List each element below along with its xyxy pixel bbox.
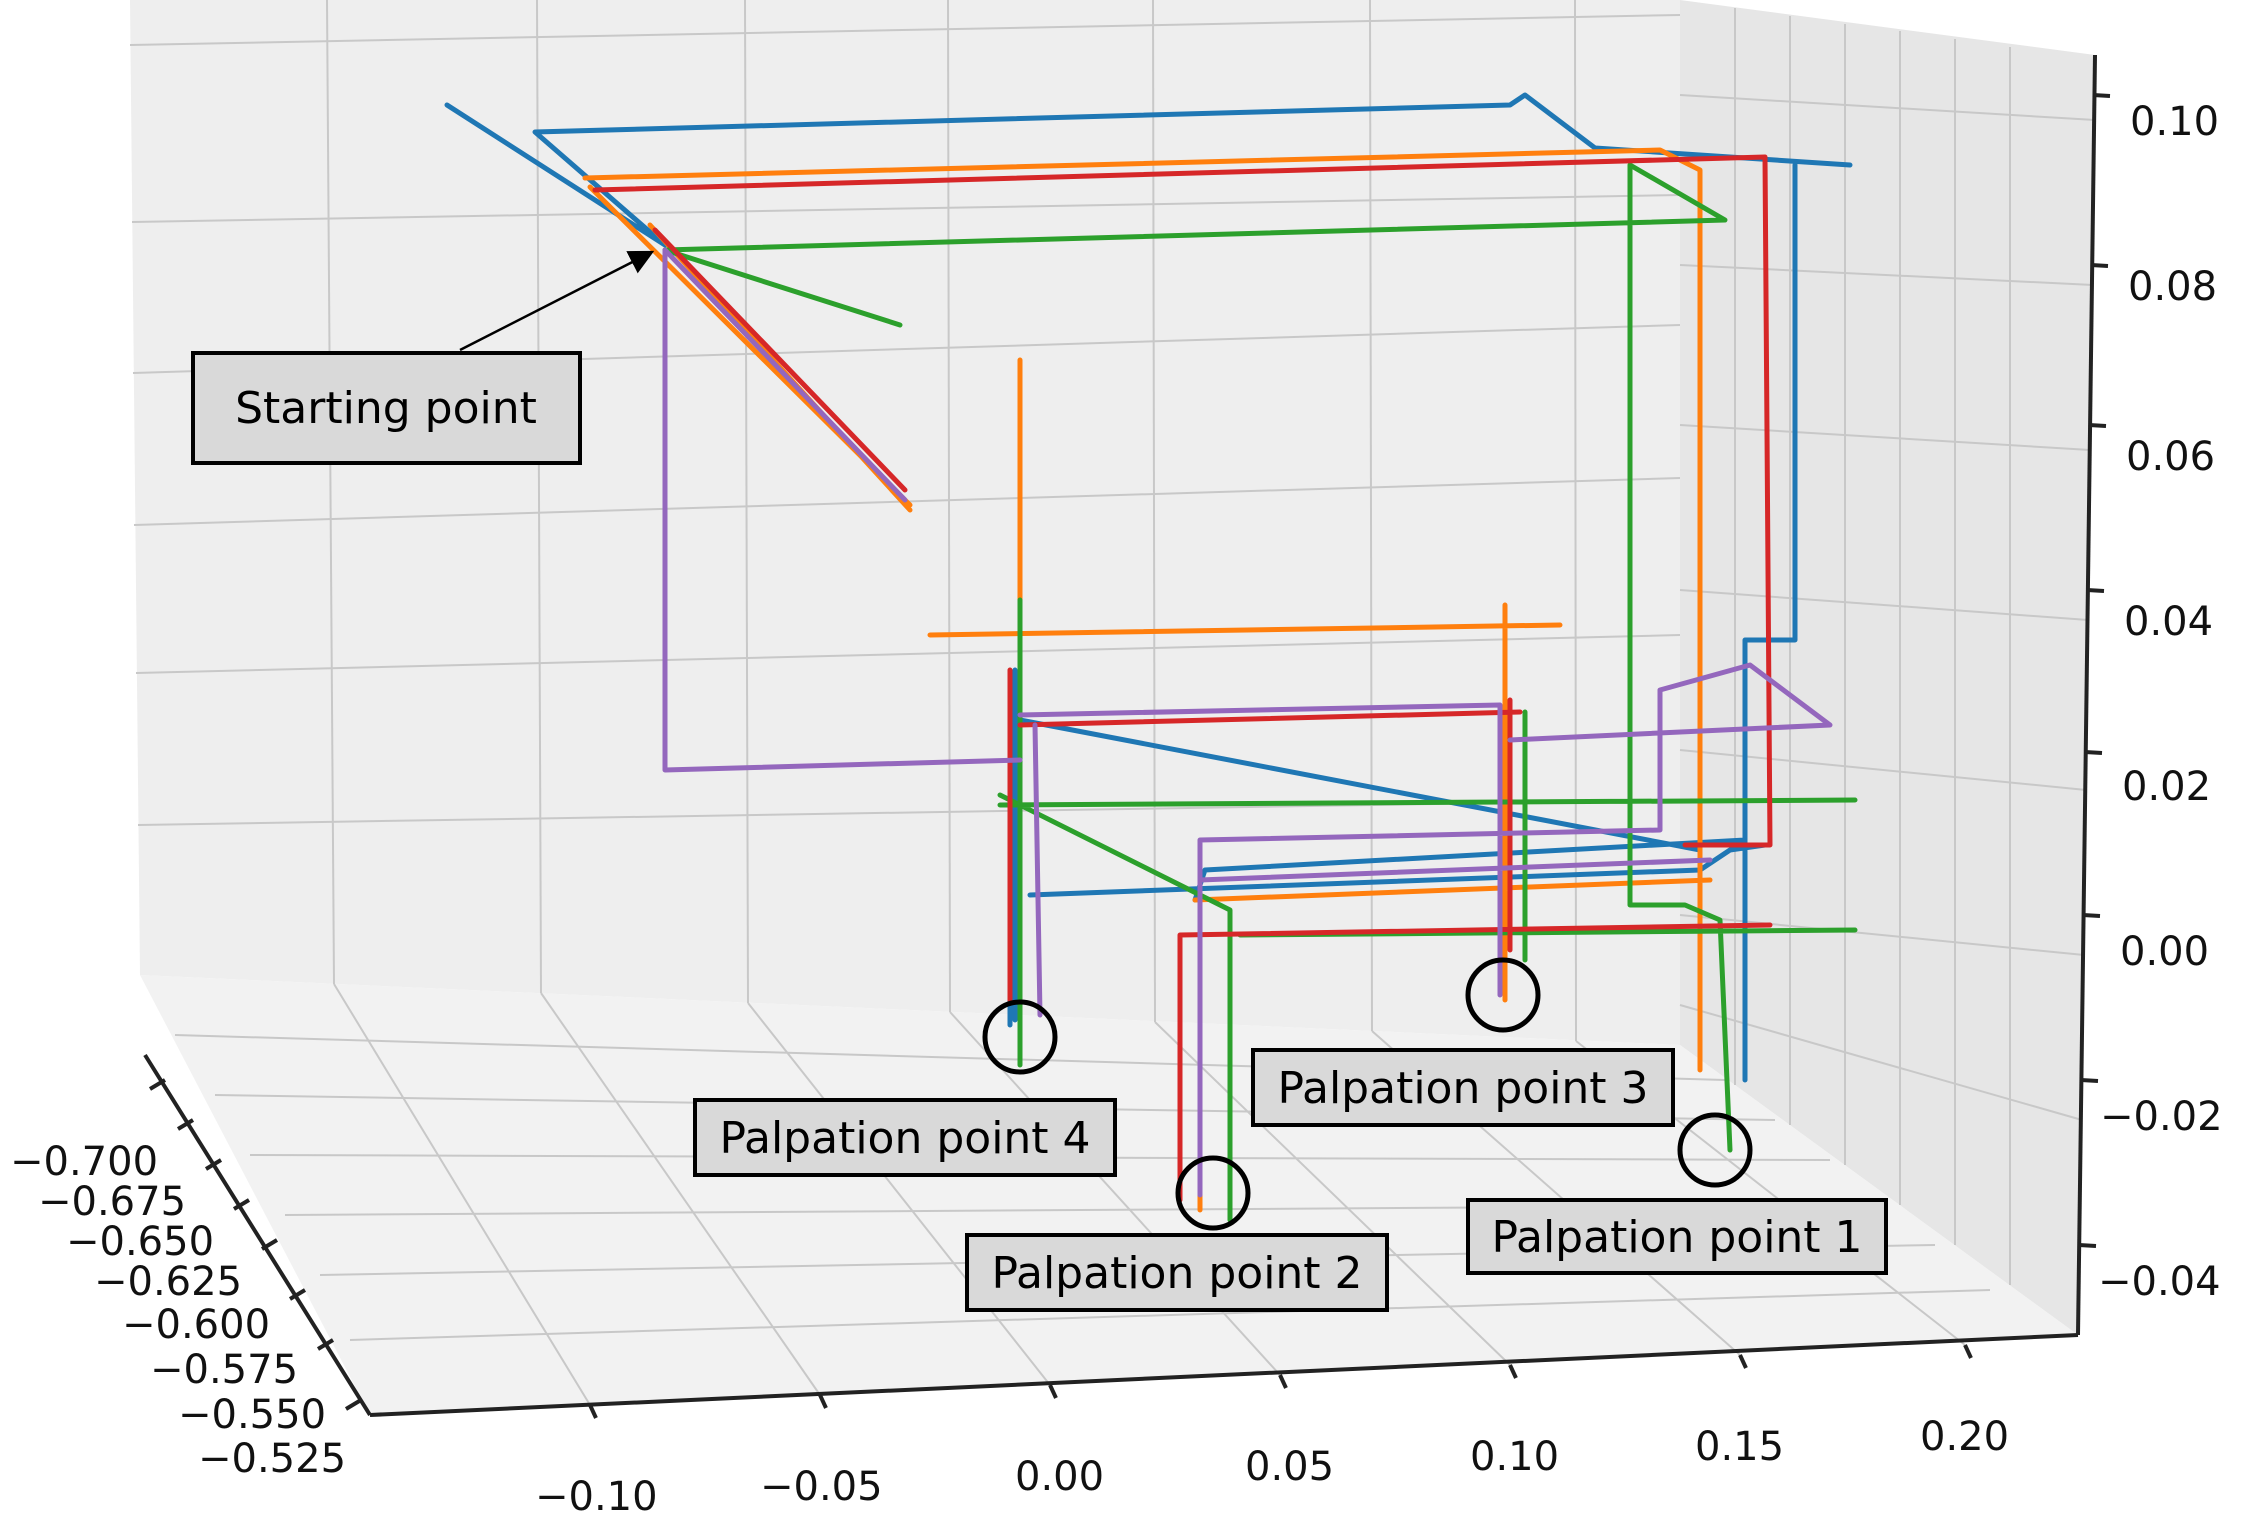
y-tick-label: −0.600 bbox=[122, 1302, 270, 1348]
grid-line bbox=[1154, 1021, 1511, 1366]
z-tick-mark bbox=[2088, 423, 2107, 428]
palpation-marker bbox=[1465, 957, 1541, 1033]
x-tick-label: −0.05 bbox=[760, 1464, 883, 1510]
annotation-text: Palpation point 4 bbox=[719, 1113, 1090, 1164]
annotation-text: Palpation point 3 bbox=[1277, 1063, 1648, 1114]
right-wall-pane bbox=[1680, 0, 2095, 1335]
x-tick-label: 0.20 bbox=[1920, 1414, 2009, 1460]
grid-line bbox=[1679, 589, 2089, 621]
series-green-line bbox=[662, 162, 1858, 1223]
tick-marks bbox=[148, 93, 2111, 1419]
x-tick-label: −0.10 bbox=[535, 1474, 658, 1513]
grid-line bbox=[747, 1002, 1051, 1386]
annotation-p2: Palpation point 2 bbox=[965, 1233, 1389, 1312]
y-tick-label: −0.650 bbox=[66, 1219, 214, 1265]
annotation-start: Starting point bbox=[191, 351, 582, 465]
grid-line bbox=[135, 634, 1681, 674]
grid-line bbox=[1679, 264, 2094, 286]
palpation-marker bbox=[1175, 1155, 1251, 1231]
x-tick-mark bbox=[1278, 1374, 1288, 1389]
z-tick-mark bbox=[2084, 750, 2103, 755]
grid-line bbox=[1679, 424, 2091, 451]
grid-line bbox=[131, 194, 1681, 223]
z-tick-label: 0.00 bbox=[2120, 929, 2209, 975]
annotation-p4: Palpation point 4 bbox=[693, 1098, 1117, 1177]
annotation-p3: Palpation point 3 bbox=[1251, 1048, 1675, 1127]
z-axis-line bbox=[2076, 54, 2097, 1336]
y-tick-label: −0.700 bbox=[10, 1139, 158, 1185]
annotation-box bbox=[1251, 1048, 1675, 1127]
grid-line bbox=[349, 1289, 1991, 1341]
y-tick-mark bbox=[260, 1238, 279, 1251]
x-tick-label: 0.15 bbox=[1695, 1424, 1784, 1470]
z-tick-label: −0.02 bbox=[2100, 1094, 2223, 1140]
z-tick-label: −0.04 bbox=[2098, 1259, 2221, 1305]
y-tick-mark bbox=[316, 1338, 335, 1351]
z-tick-mark bbox=[2080, 1078, 2099, 1083]
axis-lines bbox=[143, 54, 2097, 1417]
z-tick-mark bbox=[2086, 588, 2105, 593]
palpation-marker bbox=[1677, 1112, 1753, 1188]
x-tick-mark bbox=[1048, 1384, 1058, 1399]
y-tick-mark bbox=[344, 1398, 363, 1411]
y-tick-label: −0.575 bbox=[150, 1347, 298, 1393]
y-tick-mark bbox=[176, 1118, 195, 1131]
palpation-marker bbox=[982, 999, 1058, 1075]
annotation-box bbox=[965, 1233, 1389, 1312]
z-tick-mark bbox=[2090, 263, 2109, 268]
annotation-box bbox=[693, 1098, 1117, 1177]
x-tick-mark bbox=[1738, 1354, 1748, 1369]
z-tick-label: 0.08 bbox=[2128, 264, 2217, 310]
y-tick-mark bbox=[288, 1288, 307, 1301]
annotation-box bbox=[191, 351, 582, 465]
z-tick-mark bbox=[2082, 913, 2101, 918]
annotation-box bbox=[1466, 1198, 1888, 1275]
z-tick-label: 0.10 bbox=[2130, 99, 2219, 145]
z-tick-label: 0.04 bbox=[2124, 599, 2213, 645]
grid-line bbox=[129, 14, 1681, 46]
grid-line bbox=[1152, 0, 1156, 1023]
z-tick-label: 0.06 bbox=[2126, 434, 2215, 480]
y-tick-mark bbox=[204, 1158, 223, 1171]
annotation-text: Palpation point 2 bbox=[991, 1248, 1362, 1299]
z-tick-mark bbox=[2092, 93, 2111, 98]
annotation-text: Palpation point 1 bbox=[1491, 1212, 1862, 1263]
palpation-markers bbox=[982, 957, 1753, 1231]
y-tick-labels: −0.700 −0.675 −0.650 −0.625 −0.600 −0.57… bbox=[10, 1139, 346, 1482]
grid-line bbox=[326, 0, 335, 985]
grid-line bbox=[744, 0, 749, 1004]
y-tick-mark bbox=[148, 1078, 167, 1091]
x-axis-line bbox=[369, 1333, 2079, 1417]
z-tick-mark bbox=[2078, 1243, 2097, 1248]
x-tick-mark bbox=[1963, 1344, 1973, 1359]
y-tick-label: −0.550 bbox=[178, 1392, 326, 1438]
y-tick-label: −0.525 bbox=[198, 1436, 346, 1482]
y-axis-line bbox=[143, 1053, 372, 1417]
z-tick-label: 0.02 bbox=[2122, 764, 2211, 810]
grid-line bbox=[1679, 749, 2087, 791]
y-tick-mark bbox=[232, 1198, 251, 1211]
x-tick-mark bbox=[1508, 1364, 1518, 1379]
grid-line bbox=[1679, 94, 2096, 121]
y-tick-label: −0.625 bbox=[94, 1259, 242, 1305]
series-red-line bbox=[592, 154, 1773, 1203]
x-tick-label: 0.05 bbox=[1245, 1444, 1334, 1490]
annotation-p1: Palpation point 1 bbox=[1466, 1198, 1888, 1275]
grid-line bbox=[949, 1011, 1281, 1376]
z-tick-labels: 0.10 0.08 0.06 0.04 0.02 0.00 −0.02 −0.0… bbox=[2098, 99, 2223, 1305]
x-tick-label: 0.10 bbox=[1470, 1434, 1559, 1480]
x-tick-mark bbox=[588, 1404, 598, 1419]
trajectories bbox=[444, 92, 1858, 1223]
series-purple-line bbox=[662, 247, 1833, 1198]
annotation-text: Starting point bbox=[235, 383, 537, 434]
back-wall-pane bbox=[130, 0, 1680, 1045]
x-tick-mark bbox=[818, 1394, 828, 1409]
x-tick-labels: −0.10 −0.05 0.00 0.05 0.10 0.15 0.20 bbox=[535, 1414, 2009, 1513]
y-tick-label: −0.675 bbox=[38, 1179, 186, 1225]
starting-point-arrow bbox=[459, 250, 655, 352]
x-tick-label: 0.00 bbox=[1015, 1454, 1104, 1500]
